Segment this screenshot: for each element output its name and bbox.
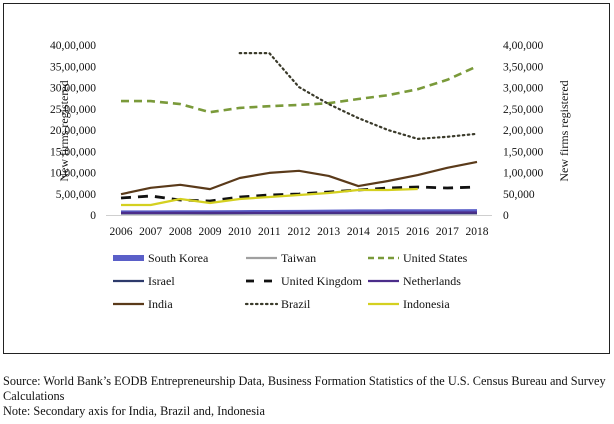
legend-label: South Korea	[148, 251, 209, 265]
x-tick-label: 2010	[228, 226, 251, 238]
primary-y-axis-title: New firms registered	[57, 80, 71, 181]
y2-tick-label: 3,50,000	[503, 61, 544, 73]
y-tick-label: 5,00,000	[56, 189, 97, 201]
y2-tick-label: 1,50,000	[503, 146, 544, 158]
x-tick-label: 2012	[288, 226, 311, 238]
x-tick-label: 2015	[377, 226, 400, 238]
y-tick-label: 20,00,000	[50, 125, 96, 137]
primary-y-axis: 0 5,00,000 10,00,000 15,00,000 20,00,000 25,0…	[50, 40, 96, 222]
x-tick-label: 2011	[258, 226, 281, 238]
y2-tick-label: 0	[503, 210, 509, 222]
y-tick-label: 0	[90, 210, 96, 222]
y2-tick-label: 2,00,000	[503, 125, 544, 137]
series-line-brazil	[238, 52, 479, 140]
x-tick-label: 2009	[199, 226, 222, 238]
y2-tick-label: 4,00,000	[503, 40, 544, 52]
legend: South Korea Taiwan United States Israel Unit…	[113, 251, 468, 311]
x-tick-label: 2013	[317, 226, 340, 238]
y-tick-label: 10,00,000	[50, 168, 96, 180]
series-line-india	[120, 160, 478, 196]
series-group	[120, 52, 479, 215]
chart-frame	[3, 3, 610, 354]
x-tick-label: 2016	[406, 226, 429, 238]
legend-label: United Kingdom	[281, 274, 363, 288]
axis-note: Note: Secondary axis for India, Brazil a…	[3, 404, 265, 418]
series-line-united-states	[121, 65, 478, 114]
y-tick-label: 15,00,000	[50, 146, 96, 158]
legend-label: Brazil	[281, 297, 311, 311]
secondary-y-axis: 0 50,000 1,00,000 1,50,000 2,00,000 2,50,000 3…	[503, 40, 544, 222]
legend-label: Israel	[148, 274, 175, 288]
x-tick-label: 2017	[436, 226, 459, 238]
legend-label: Taiwan	[281, 251, 316, 265]
y-tick-label: 30,00,000	[50, 83, 96, 95]
legend-label: Netherlands	[403, 274, 461, 288]
secondary-y-axis-title: New firms registered	[557, 80, 571, 181]
x-tick-label: 2008	[169, 226, 192, 238]
legend-label: India	[148, 297, 173, 311]
series-line-indonesia	[121, 187, 418, 207]
y2-tick-label: 1,00,000	[503, 168, 544, 180]
y-tick-label: 35,00,000	[50, 61, 96, 73]
legend-label: Indonesia	[403, 297, 450, 311]
y2-tick-label: 2,50,000	[503, 104, 544, 116]
x-tick-label: 2014	[347, 226, 370, 238]
x-tick-label: 2007	[139, 226, 162, 238]
x-axis: 2006 2007 2008 2009 2010 2011 2012 2013 2014 2015…	[110, 226, 489, 238]
x-tick-label: 2018	[466, 226, 489, 238]
y-tick-label: 40,00,000	[50, 40, 96, 52]
x-tick-label: 2006	[110, 226, 133, 238]
legend-label: United States	[403, 251, 468, 265]
y2-tick-label: 3,00,000	[503, 83, 544, 95]
y-tick-label: 25,00,000	[50, 104, 96, 116]
line-chart: 0 5,00,000 10,00,000 15,00,000 20,00,000 25,0…	[50, 40, 571, 311]
source-note: Source: World Bank’s EODB Entrepreneursh…	[3, 374, 606, 403]
caption: Source: World Bank’s EODB Entrepreneursh…	[3, 374, 611, 419]
y2-tick-label: 50,000	[503, 189, 535, 201]
